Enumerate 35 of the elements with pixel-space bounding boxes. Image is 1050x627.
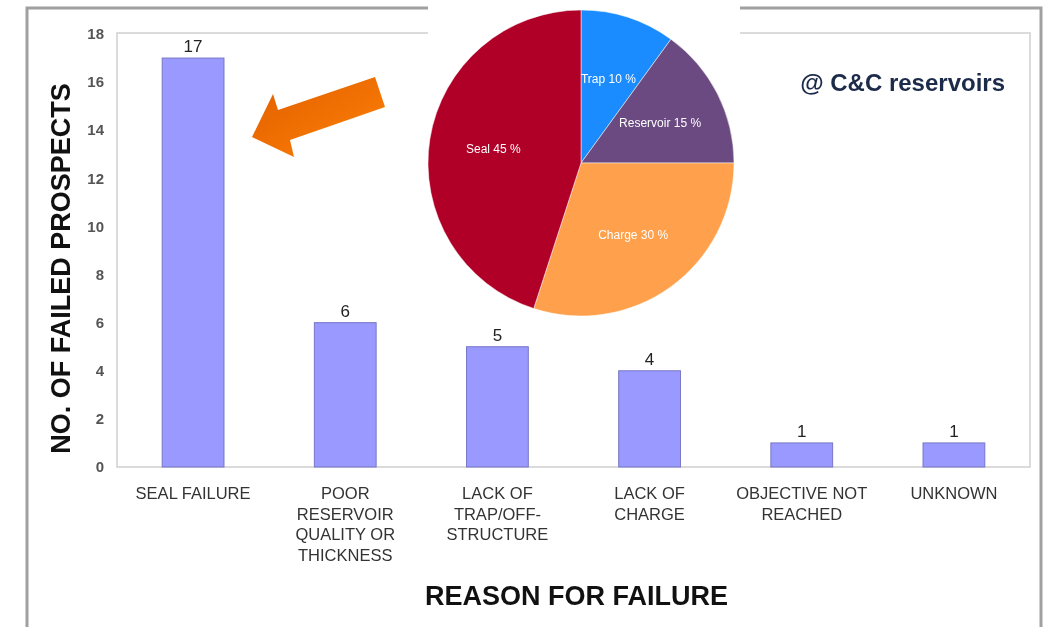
slice-label: Charge 30 % — [598, 227, 669, 242]
x-axis-title: REASON FOR FAILURE — [424, 581, 729, 611]
y-tick-label: 4 — [95, 362, 105, 380]
y-tick-label: 10 — [87, 217, 104, 235]
data-label: 5 — [492, 325, 503, 345]
bar — [161, 57, 225, 468]
bar — [770, 442, 834, 468]
y-tick-label: 0 — [95, 458, 104, 476]
y-tick-label: 2 — [95, 410, 104, 428]
bar — [313, 322, 377, 468]
x-tick-label: POOR RESERVOIR QUALITY OR THICKNESS — [295, 484, 396, 564]
bar — [922, 442, 986, 468]
data-label: 1 — [797, 421, 807, 441]
data-label: 17 — [183, 37, 203, 57]
x-tick-label: LACK OF TRAP/OFF-STRUCTURE — [446, 484, 549, 543]
y-tick-label: 18 — [87, 25, 104, 43]
bar — [466, 346, 529, 468]
slice-label: Seal 45 % — [466, 142, 522, 157]
y-tick-label: 6 — [95, 313, 104, 331]
x-tick-label: LACK OF CHARGE — [614, 484, 685, 523]
x-tick-label: OBJECTIVE NOT REACHED — [736, 484, 868, 523]
y-axis-title: NO. OF FAILED PROSPECTS — [46, 83, 76, 454]
slice-label: Trap 10 % — [580, 71, 637, 86]
x-tick-label: SEAL FAILURE — [135, 484, 251, 502]
data-label: 1 — [949, 421, 959, 441]
data-label: 6 — [340, 301, 350, 321]
y-tick-label: 12 — [87, 169, 104, 187]
slice-label: Reservoir 15 % — [619, 115, 702, 130]
bar — [618, 370, 681, 468]
y-tick-label: 8 — [95, 265, 104, 283]
x-tick-label: UNKNOWN — [910, 484, 998, 502]
data-label: 4 — [644, 349, 655, 369]
annotation: @ C&C reservoirs — [800, 69, 1005, 96]
y-tick-label: 16 — [87, 73, 104, 91]
y-tick-label: 14 — [87, 121, 105, 139]
